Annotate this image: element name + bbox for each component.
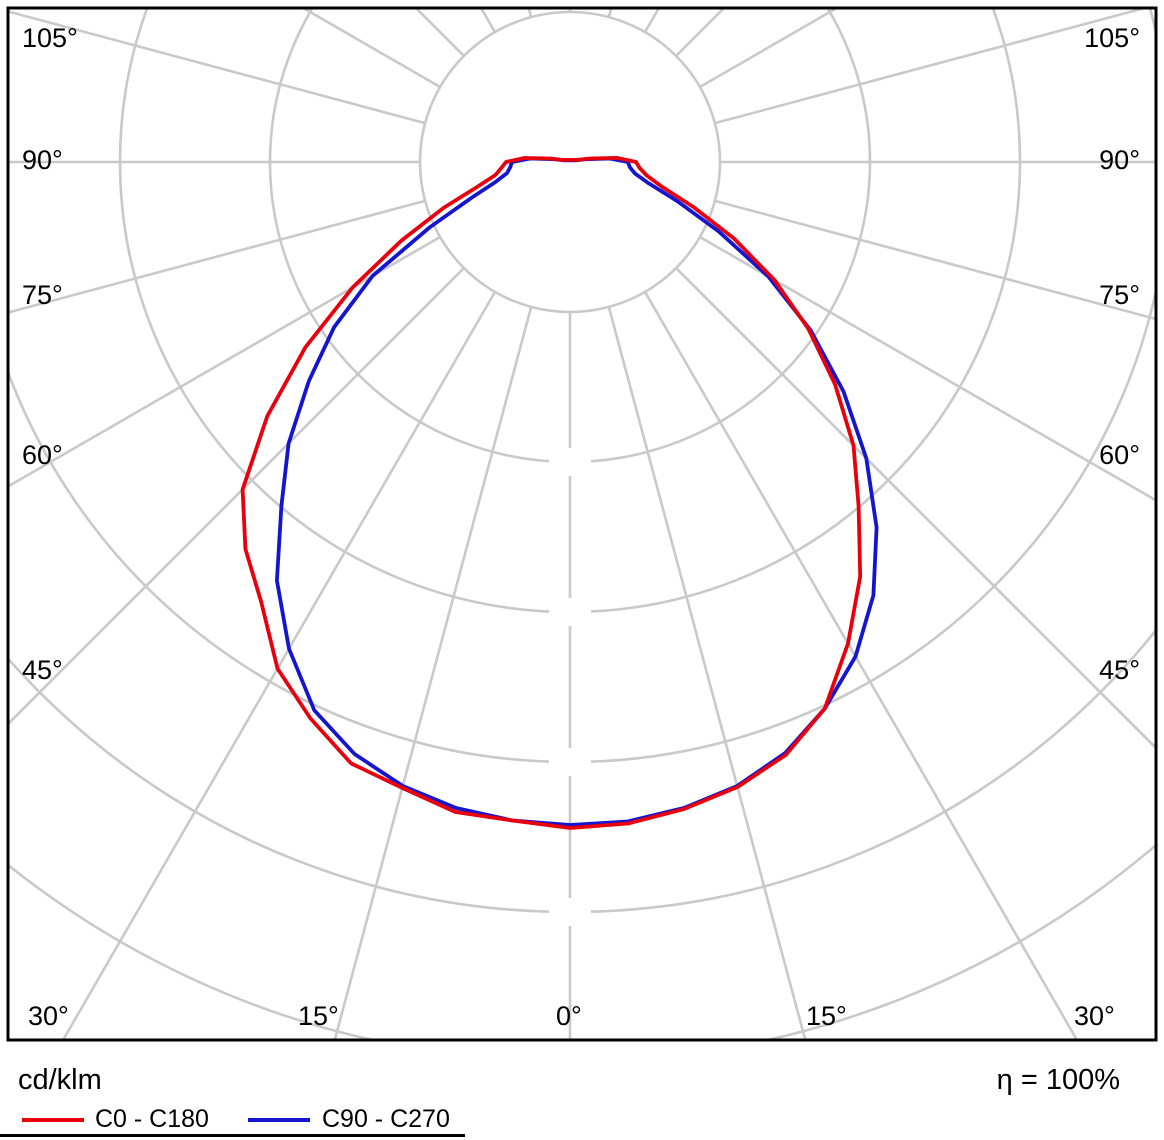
angular-gridline [714,9,1147,125]
legend-label-c90-c270: C90 - C270 [322,1105,450,1133]
angular-gridline [9,235,441,488]
radial-gridline [9,9,1155,764]
angular-gridline [333,306,533,1039]
legend-swatch-c90-c270 [248,1118,310,1122]
angular-gridline [607,306,807,1039]
angular-gridline [9,267,465,725]
angle-label-right-105: 105° [1084,23,1140,53]
angular-gridline [9,10,426,125]
angle-label-bottom-0: 0° [556,1001,582,1031]
angle-label-bottom-30r: 30° [1074,1001,1115,1031]
radial-tick-gap [549,898,591,926]
angular-gridline [675,267,1155,749]
angle-label-left-75: 75° [22,280,63,310]
angle-label-left-45: 45° [22,655,63,685]
legend-divider [0,1134,465,1137]
angle-label-bottom-30l: 30° [28,1001,69,1031]
angle-label-bottom-15l: 15° [298,1001,339,1031]
polar-grid [9,9,1155,1039]
intensity-curves [240,156,879,830]
angular-gridline [714,199,1155,321]
angular-gridline [62,291,497,1039]
curve-C0-C180 [240,156,863,830]
angle-label-right-75: 75° [1099,280,1140,310]
angle-label-left-90: 90° [22,145,63,175]
angular-gridline [643,291,1078,1039]
curve-C90-C270 [275,156,879,827]
angle-label-right-45: 45° [1099,655,1140,685]
angle-label-bottom-15r: 15° [806,1001,847,1031]
angle-label-left-60: 60° [22,440,63,470]
angle-label-left-105: 105° [22,23,78,53]
angular-gridline [9,199,426,314]
radial-tick-gap [549,598,591,626]
angle-label-right-60: 60° [1099,440,1140,470]
radial-tick-gap [549,448,591,476]
angular-gridline [699,235,1155,502]
legend-label-c0-c180: C0 - C180 [95,1105,209,1133]
efficiency-annotation: η = 100% [996,1064,1120,1096]
polar-chart-canvas [6,6,1158,1042]
radial-tick-gap [549,748,591,776]
angle-label-right-90: 90° [1099,145,1140,175]
units-label: cd/klm [18,1064,102,1096]
legend-swatch-c0-c180 [22,1118,84,1122]
plot-border [6,6,1158,1042]
